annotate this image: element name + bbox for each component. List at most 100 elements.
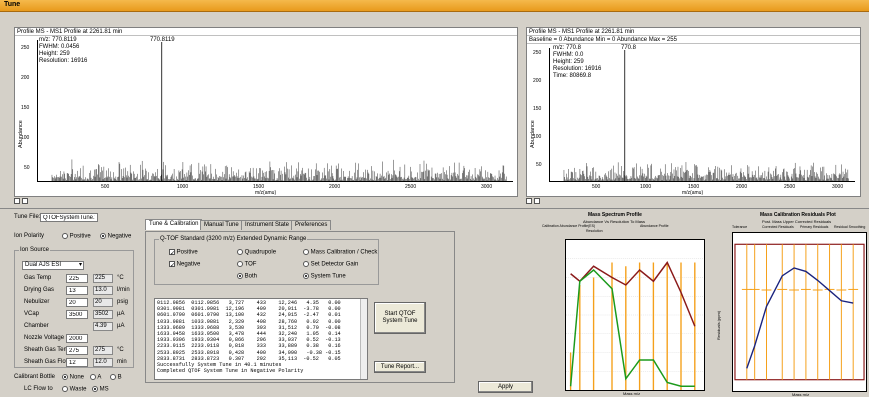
spectrum-right-header-2: Baseline = 0 Abundance Min = 0 Abundance… [527, 36, 860, 44]
chart-plot-area [565, 239, 705, 391]
ytick: 50 [536, 162, 542, 168]
calibrant-label: Calibrant Bottle [14, 374, 56, 380]
tab-instrument-state[interactable]: Instrument State [241, 220, 294, 230]
calibrant-none-radio[interactable]: None [62, 374, 84, 381]
log-line: 0301.9981 0301.9981 12,196 409 20,011 -3… [157, 306, 341, 313]
start-qtof-system-tune-button[interactable]: Start QTOF System Tune [374, 302, 426, 334]
legend-item: Resolution [586, 229, 603, 233]
tune-calibration-panel: Q-TOF Standard (3200 m/z) Extended Dynam… [145, 231, 455, 383]
tune-log[interactable]: 0112.9856 0112.9856 3,727 433 12,246 4.3… [154, 298, 368, 380]
tolerance-box [734, 243, 865, 381]
spectrum-left-header: Profile MS - MS1 Profile at 2261.81 min [15, 28, 517, 36]
calibrant-b-radio[interactable]: B [110, 374, 122, 381]
spectrum-left-info: m/z: 770.8119 FWHM: 0.0456 Height: 259 R… [39, 37, 87, 65]
info-resolution: Resolution: 16916 [553, 66, 602, 72]
field-actual-value: 225 [93, 274, 113, 283]
field-setpoint-input[interactable] [66, 334, 88, 343]
lc-waste-radio[interactable]: Waste [62, 386, 86, 393]
ytick: 250 [21, 45, 30, 51]
tune-file-input[interactable] [40, 213, 98, 222]
chart-title: Mass Calibration Residuals Plot [760, 212, 836, 218]
spectrum-left-svg [51, 41, 507, 181]
label: MS [99, 386, 109, 393]
qtof-group-label: Q-TOF Standard (3200 m/z) Extended Dynam… [159, 236, 308, 242]
xtick: 1000 [177, 184, 189, 190]
qtof-group: Q-TOF Standard (3200 m/z) Extended Dynam… [154, 236, 379, 285]
xtick: 3000 [481, 184, 493, 190]
tab-tune-calibration[interactable]: Tune & Calibration [145, 219, 203, 230]
field-setpoint-input[interactable] [66, 358, 88, 367]
field-setpoint-input[interactable] [66, 298, 88, 307]
info-mz: m/z: 770.8 [553, 45, 582, 51]
spectrum-left-plot[interactable] [37, 40, 513, 182]
chevron-down-icon: ▾ [78, 262, 82, 268]
spectrum-left-check-2[interactable] [21, 198, 28, 204]
label: Quadrupole [244, 249, 277, 256]
tab-manual-tune[interactable]: Manual Tune [200, 220, 243, 230]
system-tune-radio[interactable]: System Tune [303, 273, 346, 280]
label: A [97, 374, 102, 381]
field-label: VCap [24, 311, 40, 317]
info-height: Height: 259 [39, 51, 70, 57]
field-label: Sheath Gas Temp [24, 347, 72, 353]
xtick: 1500 [688, 184, 700, 190]
ytick: 150 [21, 105, 30, 111]
spectrum-trace [563, 162, 849, 181]
tune-report-button[interactable]: Tune Report... [374, 361, 426, 373]
label: System Tune [310, 273, 346, 280]
tune-log-lines: 0112.9856 0112.9856 3,727 433 12,246 4.3… [157, 300, 365, 374]
field-unit: l/min [117, 287, 130, 293]
peak-label: 770.8119 [150, 37, 175, 43]
field-unit: µA [117, 311, 125, 317]
log-line: 2533.8925 2533.8918 0,428 400 34,090 -0.… [157, 349, 341, 356]
field-setpoint-input[interactable] [66, 286, 88, 295]
x-axis-label: m/z(amu) [255, 190, 277, 196]
legend-item: Tolerance [732, 225, 748, 229]
bottom-area [0, 208, 869, 396]
quadrupole-radio[interactable]: Quadrupole [237, 249, 276, 256]
mass-cal-radio[interactable]: Mass Calibration / Check [303, 249, 377, 256]
peak-label: 770.8 [621, 45, 637, 51]
series-line [570, 261, 696, 327]
legend-item: Calibration Abundance Profile(ES) [542, 224, 596, 228]
log-scrollbar[interactable] [360, 299, 367, 379]
negative-label: Negative [107, 233, 132, 240]
spectrum-right-plot[interactable] [549, 48, 855, 182]
lc-flow-label: LC Flow to [24, 386, 53, 392]
log-line: 2233.9115 2233.9118 0,818 333 33,889 0.3… [157, 343, 341, 350]
ytick: 100 [533, 134, 542, 140]
calibrant-a-radio[interactable]: A [90, 374, 101, 381]
spectrum-right-panel: Profile MS - MS1 Profile at 2261.81 min … [526, 27, 861, 197]
field-actual-value: 13.0 [93, 286, 113, 295]
both-radio[interactable]: Both [237, 273, 257, 280]
ytick: 250 [533, 50, 542, 56]
legend-item: Corrected Residuals [762, 225, 794, 229]
tab-preferences[interactable]: Preferences [291, 220, 332, 230]
field-label: Gas Temp [24, 275, 52, 281]
field-setpoint-input[interactable] [66, 274, 88, 283]
label: Mass Calibration / Check [310, 249, 378, 256]
chart-svg [566, 258, 704, 390]
legend-item: Residual Smoothing [834, 225, 866, 229]
tof-radio[interactable]: TOF [237, 261, 256, 268]
polarity-positive-radio[interactable]: Positive [62, 233, 91, 240]
spectrum-right-check-1[interactable] [526, 198, 532, 204]
spectrum-left-check-1[interactable] [14, 198, 20, 204]
xtick: 2500 [784, 184, 796, 190]
xtick: 500 [592, 184, 601, 190]
ion-source-value: Dual AJS ESI [25, 262, 62, 268]
series-line [569, 269, 695, 387]
label: Positive [176, 249, 198, 256]
spectrum-right-check-2[interactable] [533, 198, 540, 204]
field-setpoint-input[interactable] [66, 310, 88, 319]
x-axis-label: Mass m/z [623, 391, 641, 396]
positive-checkbox[interactable]: ✓ Positive [169, 249, 198, 257]
ion-source-select[interactable]: Dual AJS ESI ▾ [22, 261, 84, 270]
apply-button[interactable]: Apply [478, 381, 533, 393]
set-detector-radio[interactable]: Set Detector Gain [303, 261, 358, 268]
polarity-negative-radio[interactable]: Negative [100, 233, 131, 240]
field-setpoint-input[interactable] [66, 346, 88, 355]
negative-checkbox[interactable]: ✓ Negative [169, 261, 201, 269]
lc-ms-radio[interactable]: MS [92, 386, 109, 393]
field-label: Nebulizer [24, 299, 50, 305]
